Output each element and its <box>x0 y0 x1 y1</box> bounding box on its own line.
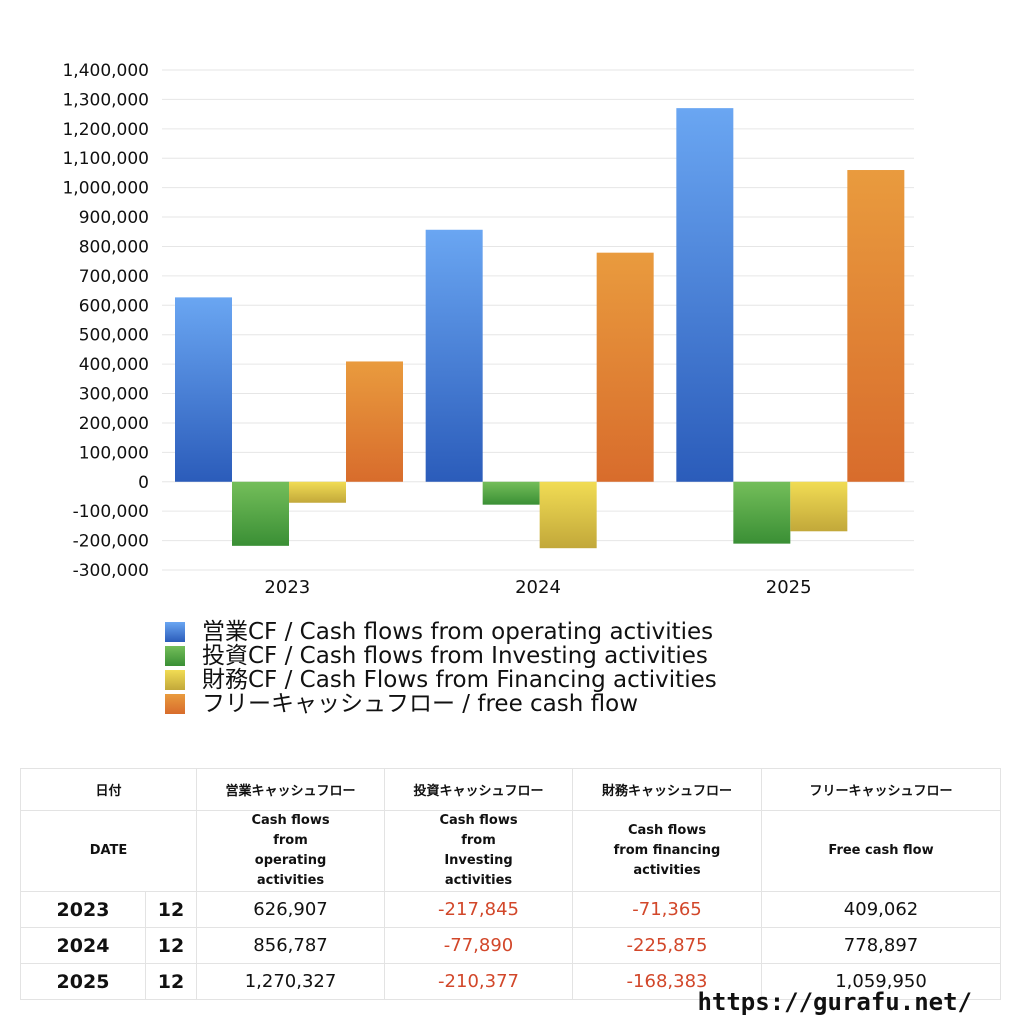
header-investing-en: Cash flows from Investing activities <box>384 810 574 892</box>
row-free: 1,059,950 <box>761 963 1002 1000</box>
bar-2023-series-1 <box>232 481 289 546</box>
y-tick-label: -200,000 <box>73 532 149 552</box>
y-tick-label: 800,000 <box>79 237 149 257</box>
table-row: 2024 12 856,787 -77,890 -225,875 778,897 <box>20 927 1002 964</box>
bar-2024-series-1 <box>482 481 540 505</box>
legend-swatch-free <box>165 694 185 714</box>
header-operating-jp: 営業キャッシュフロー <box>196 768 386 811</box>
cash-flow-table: 日付 営業キャッシュフロー 投資キャッシュフロー 財務キャッシュフロー フリーキ… <box>19 768 1002 1000</box>
y-tick-label: 1,000,000 <box>62 179 149 199</box>
bar-2025-series-0 <box>676 108 734 482</box>
y-tick-label: 1,300,000 <box>62 90 149 110</box>
bar-2023-series-3 <box>346 361 403 482</box>
header-free-en: Free cash flow <box>761 810 1002 892</box>
row-year: 2024 <box>20 927 146 964</box>
header-financing-jp: 財務キャッシュフロー <box>572 768 763 811</box>
header-date-jp: 日付 <box>19 768 198 811</box>
legend-item-operating: 営業CF / Cash flows from operating activit… <box>165 620 717 644</box>
legend-swatch-financing <box>165 670 185 690</box>
header-date-en: DATE <box>19 810 198 892</box>
row-year: 2023 <box>20 891 146 928</box>
bars <box>175 108 905 549</box>
legend-label-operating: 営業CF / Cash flows from operating activit… <box>202 619 714 645</box>
y-tick-label: 600,000 <box>79 296 149 316</box>
y-tick-label: 300,000 <box>79 385 149 405</box>
header-free-jp: フリーキャッシュフロー <box>761 768 1002 811</box>
row-month: 12 <box>144 927 198 964</box>
bar-2025-series-1 <box>733 481 791 544</box>
row-investing: -77,890 <box>384 927 574 964</box>
row-operating: 626,907 <box>196 891 386 928</box>
y-tick-label: 400,000 <box>79 355 149 375</box>
row-operating: 1,270,327 <box>196 963 386 1000</box>
legend-item-financing: 財務CF / Cash Flows from Financing activit… <box>165 668 717 692</box>
row-month: 12 <box>144 891 198 928</box>
legend-item-free: フリーキャッシュフロー / free cash flow <box>165 692 717 716</box>
cash-flow-bar-chart: 1,400,000 1,300,000 1,200,000 1,100,000 1,00… <box>62 61 914 598</box>
grid-lines <box>162 69 914 571</box>
site-url-link[interactable]: https://gurafu.net/ <box>697 988 972 1016</box>
x-tick-label: 2024 <box>515 577 561 598</box>
header-financing-en: Cash flows from financing activities <box>572 810 763 892</box>
x-axis-tick-labels: 2023 2024 2025 <box>264 577 811 598</box>
y-tick-label: 0 <box>138 473 149 493</box>
legend-swatch-investing <box>165 646 185 666</box>
table-row: 2025 12 1,270,327 -210,377 -168,383 1,05… <box>20 963 1002 1000</box>
y-tick-label: 1,200,000 <box>62 120 149 140</box>
row-month: 12 <box>144 963 198 1000</box>
row-free: 778,897 <box>761 927 1002 964</box>
row-year: 2025 <box>20 963 146 1000</box>
row-free: 409,062 <box>761 891 1002 928</box>
row-financing: -168,383 <box>572 963 763 1000</box>
legend-item-investing: 投資CF / Cash flows from Investing activit… <box>165 644 717 668</box>
bar-2024-series-3 <box>596 252 654 482</box>
header-operating-en: Cash flows from operating activities <box>196 810 386 892</box>
bar-2023-series-2 <box>289 481 346 503</box>
row-financing: -71,365 <box>572 891 763 928</box>
x-tick-label: 2023 <box>264 577 310 598</box>
y-tick-label: -300,000 <box>73 561 149 581</box>
table-header-row: DATE Cash flows from operating activitie… <box>19 810 1002 892</box>
chart-legend: 営業CF / Cash flows from operating activit… <box>165 620 717 716</box>
row-investing: -210,377 <box>384 963 574 1000</box>
y-tick-label: 1,400,000 <box>62 61 149 81</box>
bar-2025-series-3 <box>847 170 905 482</box>
y-tick-label: 700,000 <box>79 267 149 287</box>
legend-label-free: フリーキャッシュフロー / free cash flow <box>202 691 639 717</box>
y-tick-label: 200,000 <box>79 414 149 434</box>
bar-2024-series-0 <box>425 229 483 482</box>
row-financing: -225,875 <box>572 927 763 964</box>
y-tick-label: 500,000 <box>79 326 149 346</box>
y-tick-label: 100,000 <box>79 443 149 463</box>
table-header-row: 日付 営業キャッシュフロー 投資キャッシュフロー 財務キャッシュフロー フリーキ… <box>19 768 1002 811</box>
bar-2025-series-2 <box>790 481 848 532</box>
bar-2024-series-2 <box>539 481 597 549</box>
row-operating: 856,787 <box>196 927 386 964</box>
x-tick-label: 2025 <box>766 577 812 598</box>
legend-swatch-operating <box>165 622 185 642</box>
bar-2023-series-0 <box>175 297 232 482</box>
y-tick-label: 1,100,000 <box>62 149 149 169</box>
y-axis-tick-labels: 1,400,000 1,300,000 1,200,000 1,100,000 1,00… <box>62 61 149 581</box>
y-tick-label: 900,000 <box>79 208 149 228</box>
y-tick-label: -100,000 <box>73 502 149 522</box>
legend-label-financing: 財務CF / Cash Flows from Financing activit… <box>202 667 717 693</box>
legend-label-investing: 投資CF / Cash flows from Investing activit… <box>202 643 708 669</box>
table-row: 2023 12 626,907 -217,845 -71,365 409,062 <box>20 891 1002 928</box>
header-investing-jp: 投資キャッシュフロー <box>384 768 574 811</box>
row-investing: -217,845 <box>384 891 574 928</box>
